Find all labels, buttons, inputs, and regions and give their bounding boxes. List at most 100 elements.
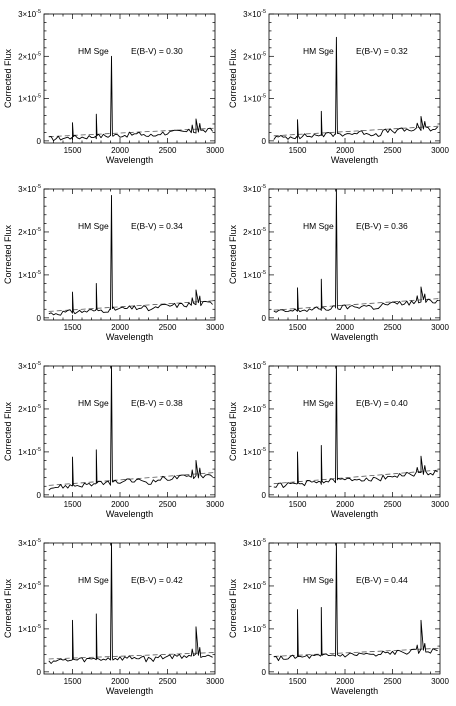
x-tick-label: 2500 bbox=[384, 677, 402, 686]
y-axis-label: Corrected Flux bbox=[3, 48, 13, 108]
y-tick-label: 3×10-5 bbox=[243, 538, 266, 548]
x-tick-label: 1500 bbox=[64, 146, 82, 155]
x-tick-label: 2500 bbox=[159, 323, 177, 332]
continuum-fit-line bbox=[48, 127, 215, 138]
spectrum-panel-7: 1500 2000 2500 3000 0 1×10-5 2×10-5 3×10-5 Wavel… bbox=[3, 538, 224, 696]
ebv-label: E(B-V) = 0.44 bbox=[356, 575, 408, 585]
y-axis-label: Corrected Flux bbox=[3, 401, 13, 461]
spectrum-panel-1: 1500 2000 2500 3000 0 1×10-5 2×10-5 3×10-5 Wavel… bbox=[3, 9, 224, 165]
x-axis-label: Wavelength bbox=[106, 509, 153, 519]
spectrum-panel-8: 1500 2000 2500 3000 0 1×10-5 2×10-5 3×10-5 Wavel… bbox=[228, 538, 449, 696]
x-axis-label: Wavelength bbox=[331, 509, 378, 519]
y-tick-label: 2×10-5 bbox=[18, 404, 41, 414]
continuum-fit-line bbox=[273, 469, 440, 485]
y-tick-label: 2×10-5 bbox=[243, 227, 266, 237]
y-tick-label: 0 bbox=[37, 491, 42, 500]
x-axis-label: Wavelength bbox=[331, 686, 378, 696]
x-tick-label: 2000 bbox=[336, 146, 354, 155]
x-tick-label: 3000 bbox=[431, 146, 449, 155]
continuum-fit-line bbox=[48, 472, 215, 486]
y-tick-label: 2×10-5 bbox=[18, 581, 41, 591]
x-tick-label: 2000 bbox=[111, 146, 129, 155]
x-tick-label: 2500 bbox=[159, 677, 177, 686]
x-tick-label: 2000 bbox=[336, 323, 354, 332]
x-axis-label: Wavelength bbox=[331, 155, 378, 165]
y-tick-label: 3×10-5 bbox=[18, 538, 41, 548]
object-label: HM Sge bbox=[303, 575, 334, 585]
object-label: HM Sge bbox=[303, 398, 334, 408]
y-axis-label: Corrected Flux bbox=[228, 401, 238, 461]
ebv-label: E(B-V) = 0.30 bbox=[131, 46, 183, 56]
spectrum-panel-5: 1500 2000 2500 3000 0 1×10-5 2×10-5 3×10-5 Wavel… bbox=[3, 361, 224, 519]
plot-frame bbox=[268, 542, 441, 675]
y-axis-label: Corrected Flux bbox=[3, 578, 13, 638]
spectrum-panel-2: 1500 2000 2500 3000 0 1×10-5 2×10-5 3×10-5 Wavel… bbox=[228, 9, 449, 165]
y-tick-label: 1×10-5 bbox=[18, 447, 41, 457]
x-tick-label: 2500 bbox=[384, 500, 402, 509]
x-tick-label: 1500 bbox=[289, 323, 307, 332]
y-tick-label: 3×10-5 bbox=[18, 361, 41, 371]
x-tick-label: 3000 bbox=[206, 146, 224, 155]
x-tick-label: 3000 bbox=[206, 677, 224, 686]
spectrum-line bbox=[48, 55, 213, 142]
ebv-label: E(B-V) = 0.34 bbox=[131, 221, 183, 231]
object-label: HM Sge bbox=[78, 575, 109, 585]
spectrum-line bbox=[273, 36, 438, 140]
y-axis-label: Corrected Flux bbox=[228, 224, 238, 284]
spectrum-panel-4: 1500 2000 2500 3000 0 1×10-5 2×10-5 3×10-5 Wavel… bbox=[228, 184, 449, 342]
continuum-fit-line bbox=[48, 300, 215, 312]
x-tick-label: 2500 bbox=[384, 323, 402, 332]
y-tick-label: 2×10-5 bbox=[243, 581, 266, 591]
y-tick-label: 2×10-5 bbox=[243, 404, 266, 414]
x-tick-label: 2000 bbox=[336, 677, 354, 686]
spectrum-line bbox=[48, 194, 213, 316]
x-axis-label: Wavelength bbox=[106, 686, 153, 696]
object-label: HM Sge bbox=[303, 221, 334, 231]
y-tick-label: 0 bbox=[262, 314, 267, 323]
y-axis-label: Corrected Flux bbox=[228, 48, 238, 108]
y-tick-label: 2×10-5 bbox=[243, 51, 266, 61]
spectrum-line bbox=[48, 366, 213, 491]
y-tick-label: 3×10-5 bbox=[243, 184, 266, 194]
y-axis-label: Corrected Flux bbox=[228, 578, 238, 638]
spectrum-line bbox=[273, 543, 438, 662]
x-tick-label: 2000 bbox=[336, 500, 354, 509]
y-axis-label: Corrected Flux bbox=[3, 224, 13, 284]
object-label: HM Sge bbox=[78, 46, 109, 56]
y-tick-label: 0 bbox=[262, 137, 267, 146]
continuum-fit-line bbox=[273, 125, 440, 137]
x-axis-label: Wavelength bbox=[331, 332, 378, 342]
x-tick-label: 1500 bbox=[64, 677, 82, 686]
plot-frame bbox=[43, 188, 216, 321]
continuum-fit-line bbox=[48, 652, 215, 660]
spectrum-panel-3: 1500 2000 2500 3000 0 1×10-5 2×10-5 3×10-5 Wavel… bbox=[3, 184, 224, 342]
x-tick-label: 2500 bbox=[159, 500, 177, 509]
y-tick-label: 0 bbox=[37, 314, 42, 323]
plot-frame bbox=[268, 13, 441, 144]
x-tick-label: 3000 bbox=[206, 323, 224, 332]
ebv-label: E(B-V) = 0.42 bbox=[131, 575, 183, 585]
y-tick-label: 1×10-5 bbox=[18, 94, 41, 104]
object-label: HM Sge bbox=[78, 221, 109, 231]
y-tick-label: 1×10-5 bbox=[243, 94, 266, 104]
plot-frame bbox=[43, 542, 216, 675]
x-tick-label: 2500 bbox=[384, 146, 402, 155]
x-tick-label: 2000 bbox=[111, 500, 129, 509]
x-tick-label: 3000 bbox=[431, 677, 449, 686]
x-tick-label: 1500 bbox=[64, 323, 82, 332]
y-tick-label: 3×10-5 bbox=[18, 184, 41, 194]
y-tick-label: 0 bbox=[262, 491, 267, 500]
y-tick-label: 1×10-5 bbox=[243, 624, 266, 634]
y-tick-label: 0 bbox=[37, 668, 42, 677]
y-tick-label: 3×10-5 bbox=[243, 9, 266, 19]
x-tick-label: 2000 bbox=[111, 323, 129, 332]
plot-frame bbox=[43, 365, 216, 498]
object-label: HM Sge bbox=[303, 46, 334, 56]
y-tick-label: 1×10-5 bbox=[243, 270, 266, 280]
spectrum-line bbox=[273, 189, 438, 313]
x-tick-label: 1500 bbox=[289, 146, 307, 155]
y-tick-label: 2×10-5 bbox=[18, 227, 41, 237]
y-tick-label: 1×10-5 bbox=[18, 624, 41, 634]
ebv-label: E(B-V) = 0.40 bbox=[356, 398, 408, 408]
